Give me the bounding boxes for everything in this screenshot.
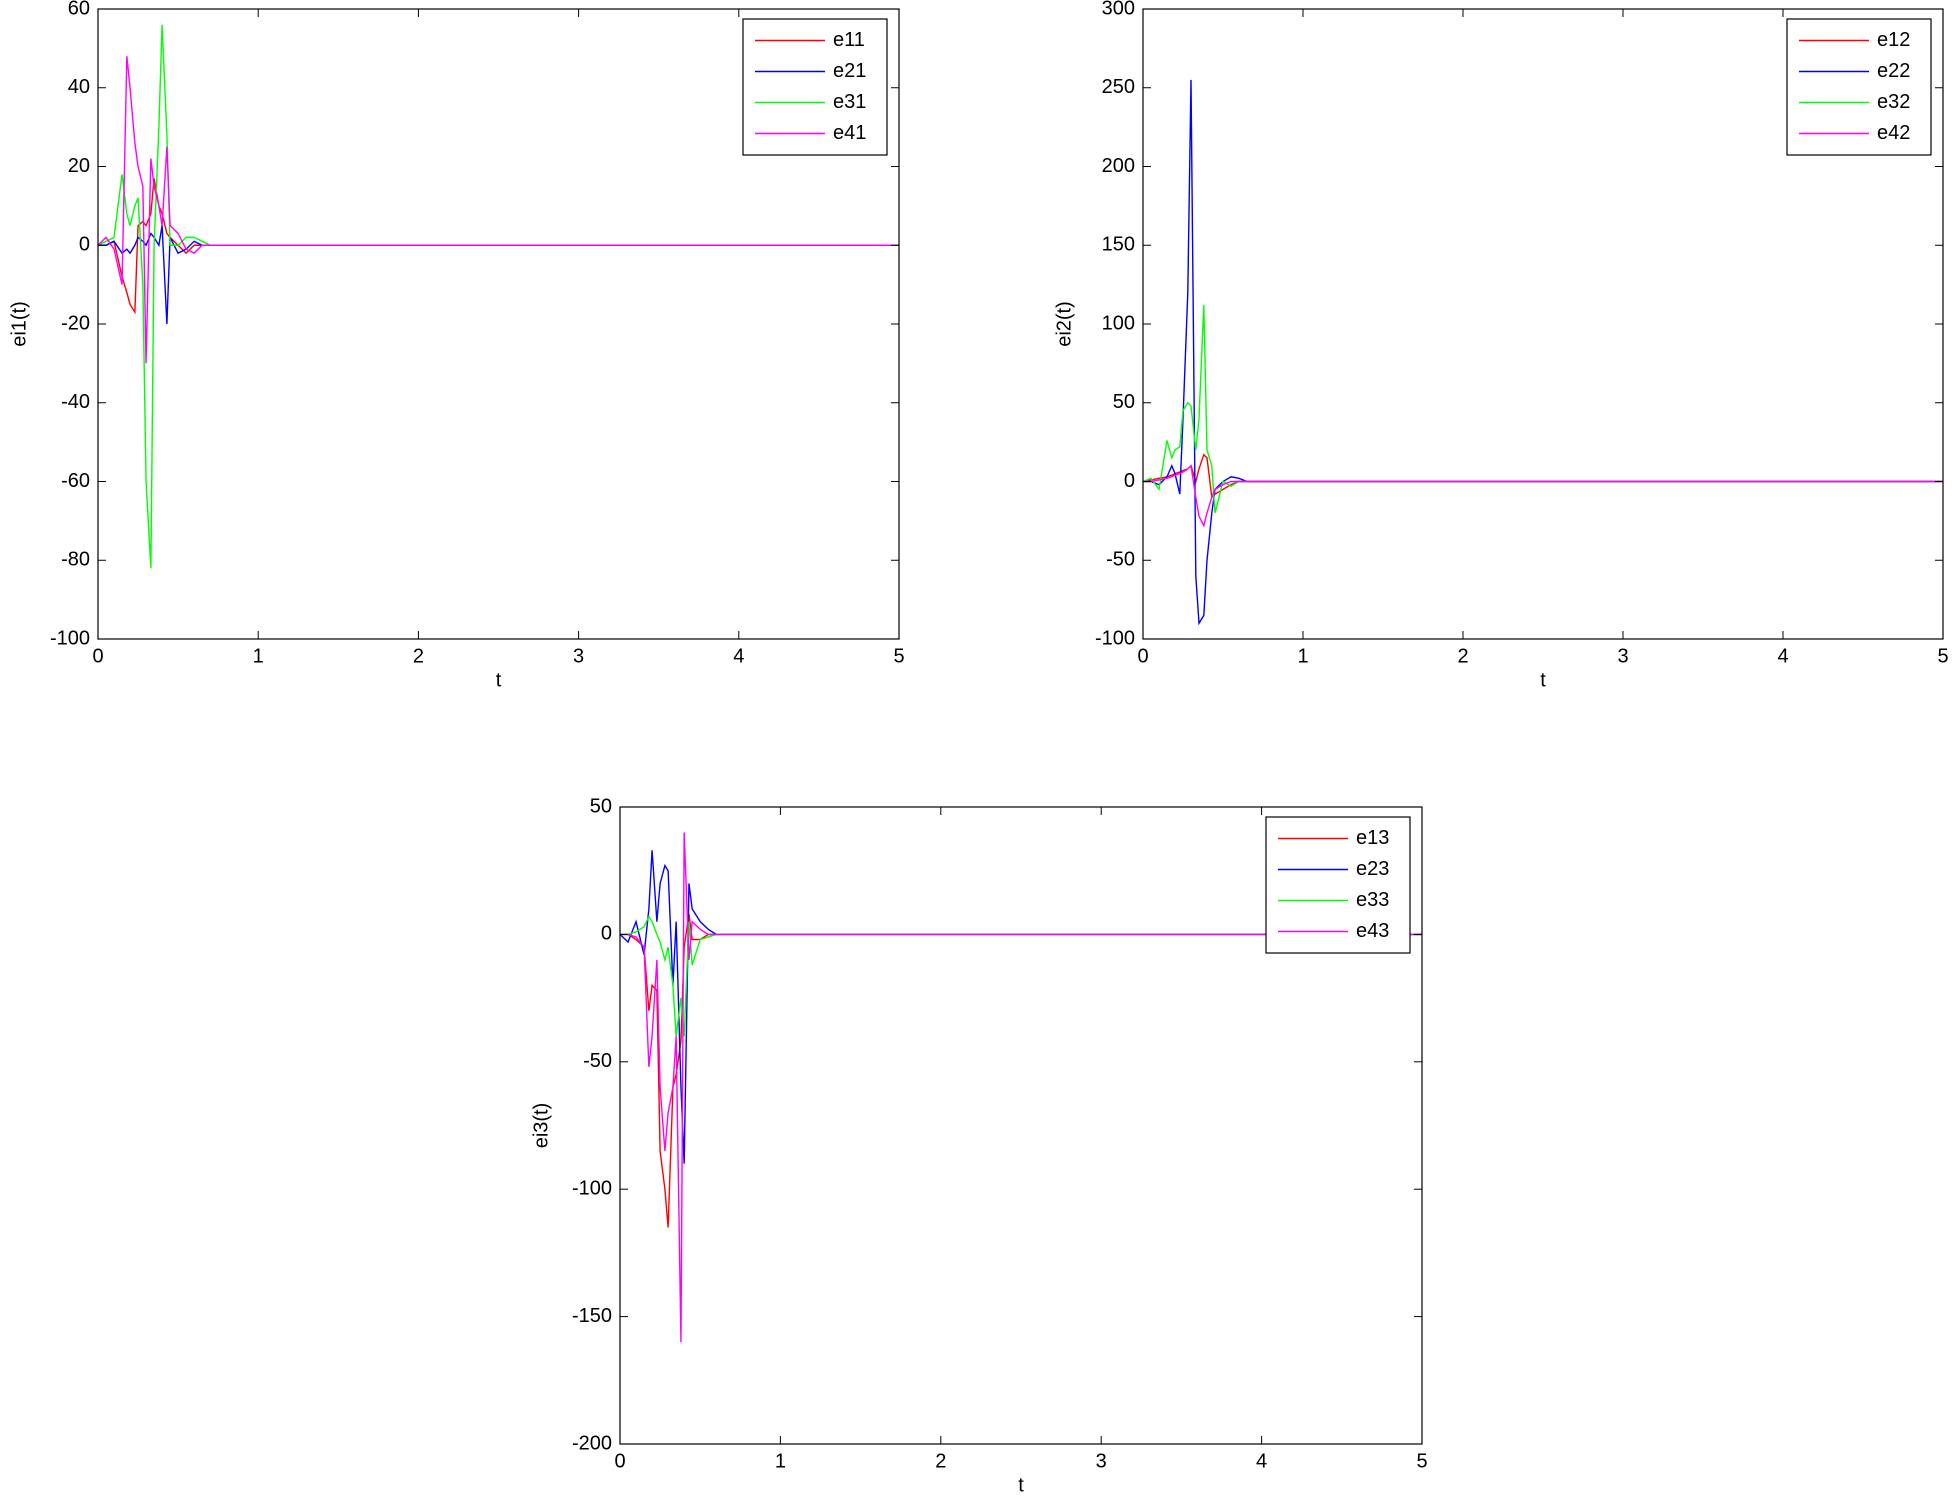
y-axis-label: ei1(t) [8,301,30,347]
series-line [97,24,899,569]
y-tick-label: -80 [61,549,90,571]
legend-label: e41 [833,122,866,144]
axes-box [619,806,1423,1445]
legend-label: e42 [1877,122,1910,144]
legend-label: e12 [1877,29,1910,51]
series-line [1143,464,1943,528]
x-tick-label: 4 [1777,645,1788,667]
series-line [97,56,899,364]
y-tick-label: -100 [50,627,90,649]
legend-label: e21 [833,60,866,82]
x-axis-label: t [1540,669,1546,691]
legend-label: e11 [833,29,865,51]
y-tick-label: 20 [68,155,90,177]
x-tick-label: 2 [935,1450,946,1472]
x-tick-label: 4 [1256,1450,1267,1472]
y-tick-label: 0 [79,234,90,256]
x-tick-label: 1 [775,1450,786,1472]
y-tick-label: 50 [590,795,612,817]
x-tick-label: 5 [1937,645,1948,667]
x-tick-label: 1 [253,645,264,667]
x-tick-label: 3 [1096,1450,1107,1472]
x-axis-label: t [496,669,502,691]
x-tick-label: 3 [1617,645,1628,667]
legend-label: e31 [833,91,866,113]
y-tick-label: 40 [68,76,90,98]
legend: e12 e22 e32 e42 [1786,18,1932,156]
legend-label: e43 [1356,920,1389,942]
y-tick-label: -20 [61,312,90,334]
y-tick-label: 100 [1102,312,1135,334]
series-line [98,178,899,315]
y-tick-label: 150 [1102,234,1135,256]
legend-label: e32 [1877,91,1910,113]
y-tick-label: -40 [61,391,90,413]
x-tick-label: 5 [1416,1450,1427,1472]
y-tick-label: -100 [572,1177,612,1199]
y-tick-label: -200 [572,1432,612,1454]
y-tick-label: 200 [1102,155,1135,177]
legend: e11 e21 e31 e41 [742,18,888,156]
legend-label: e13 [1356,827,1389,849]
x-tick-label: 0 [92,645,103,667]
axes: 0 1 2 3 4 5-100-80-60-40-200204060tei1(t)e11e… [8,0,904,691]
x-tick-label: 5 [893,645,904,667]
y-axis-label: ei2(t) [1053,301,1075,347]
x-tick-label: 1 [1297,645,1308,667]
legend-label: e23 [1356,858,1389,880]
legend-label: e33 [1356,889,1389,911]
x-tick-label: 0 [1137,645,1148,667]
axes-box [1142,8,1944,640]
axes: 0 1 2 3 4 5 -200 -150 -100 -50 0 50 t ei3(t) e13 e23 e33… [530,795,1427,1496]
x-tick-label: 4 [733,645,744,667]
y-tick-label: -100 [1095,627,1135,649]
legend-box [1265,816,1411,954]
legend-box [1786,18,1932,156]
legend-label: e22 [1877,60,1910,82]
y-tick-label: 60 [68,0,90,19]
y-tick-label: -50 [583,1050,612,1072]
x-tick-label: 3 [573,645,584,667]
y-tick-label: -60 [61,470,90,492]
x-axis-label: t [1018,1474,1024,1496]
y-tick-label: 50 [1113,391,1135,413]
axes-box [97,8,900,640]
axes: 0 1 2 3 4 5 -100 -50 0 50 100 150 200 250 300 t ei2(t) e1… [1053,0,1948,691]
y-tick-label: -150 [572,1305,612,1327]
x-tick-label: 2 [1457,645,1468,667]
legend: e13 e23 e33 e43 [1265,816,1411,954]
y-tick-label: 0 [601,923,612,945]
legend-box [742,18,888,156]
series-line [620,832,1422,1343]
y-tick-label: 0 [1124,470,1135,492]
x-tick-label: 2 [413,645,424,667]
y-tick-label: 250 [1102,76,1135,98]
x-tick-label: 0 [614,1450,625,1472]
y-tick-label: 300 [1102,0,1135,19]
y-tick-label: -50 [1106,549,1135,571]
y-axis-label: ei3(t) [530,1103,552,1149]
series-line [1143,79,1943,626]
